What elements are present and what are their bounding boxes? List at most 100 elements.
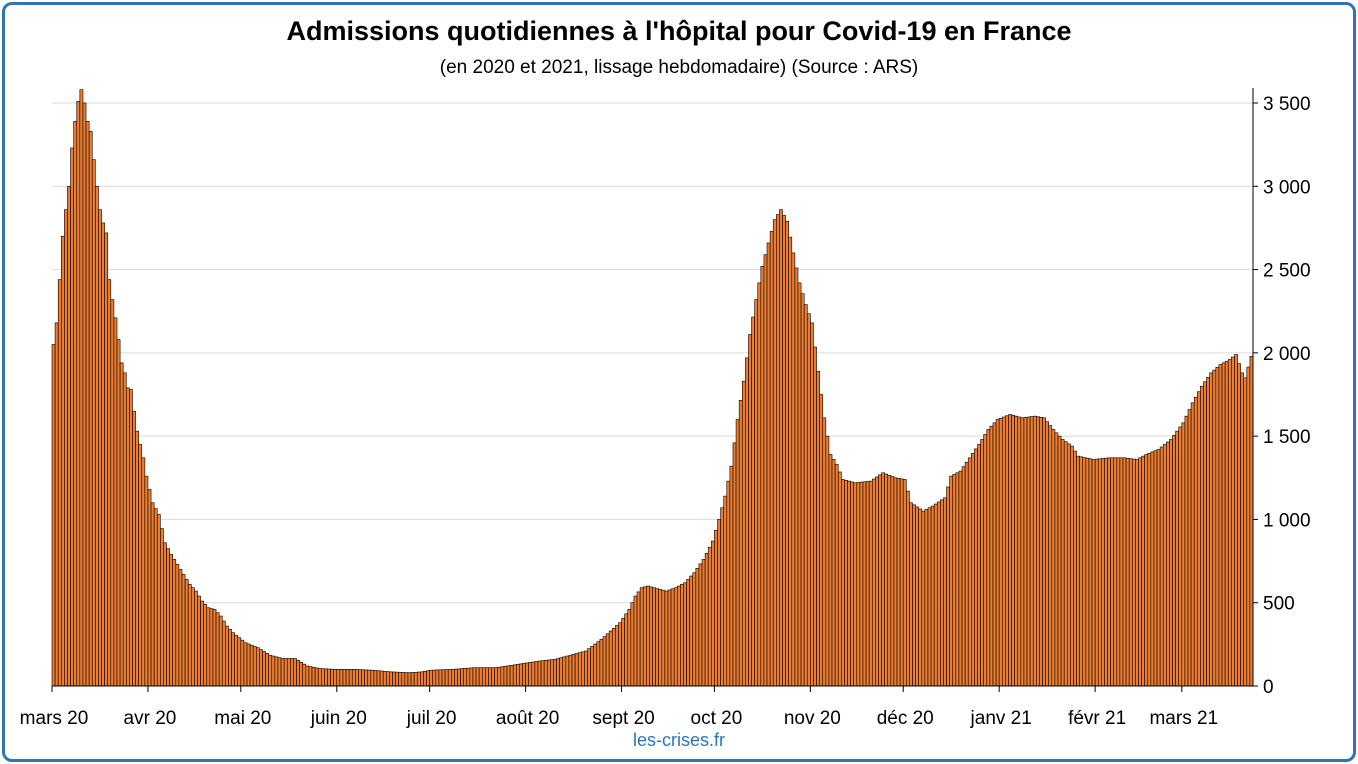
bar	[587, 648, 591, 687]
bar	[221, 620, 226, 687]
bar	[562, 656, 567, 687]
bar	[512, 664, 517, 687]
bar	[729, 465, 734, 687]
bar	[1076, 455, 1080, 687]
bar	[738, 400, 743, 687]
bar	[949, 475, 954, 687]
bar	[1107, 457, 1111, 687]
bar	[1054, 432, 1059, 687]
bar	[311, 666, 316, 687]
bar	[1070, 445, 1074, 687]
bar	[806, 313, 811, 687]
bar	[277, 657, 282, 687]
bar	[915, 506, 920, 687]
x-tick-label: févr 21	[1068, 708, 1126, 729]
bar	[85, 121, 90, 687]
bar	[841, 479, 845, 687]
bar	[754, 299, 759, 687]
bar	[293, 658, 297, 687]
bar	[184, 579, 189, 687]
bar	[735, 419, 740, 687]
bar	[225, 625, 229, 687]
bar	[469, 667, 474, 687]
bar	[1032, 415, 1037, 687]
bar	[364, 669, 369, 687]
bar	[608, 630, 613, 687]
bar	[732, 442, 737, 687]
bar	[995, 419, 1000, 687]
bar	[450, 669, 455, 687]
bar	[689, 575, 694, 687]
bar	[1209, 372, 1214, 687]
bar	[1122, 457, 1127, 687]
bar	[902, 479, 907, 687]
bar	[927, 507, 932, 687]
bar	[946, 486, 950, 687]
bar	[1023, 417, 1028, 687]
bar	[460, 668, 464, 687]
bar	[51, 344, 56, 687]
bar	[506, 665, 511, 687]
bar	[1113, 457, 1118, 687]
bar	[116, 339, 121, 687]
bar	[813, 346, 817, 687]
bar	[1029, 416, 1034, 687]
bar	[1153, 450, 1158, 687]
bar	[1091, 459, 1096, 687]
bar	[1212, 369, 1217, 687]
bar	[776, 214, 780, 687]
bar	[1172, 435, 1176, 687]
x-tick-label: juil 20	[406, 708, 457, 729]
bar	[1101, 458, 1105, 687]
bar	[757, 282, 762, 687]
bar	[890, 476, 895, 687]
bar	[1060, 439, 1065, 687]
bar	[416, 671, 421, 687]
bar	[373, 670, 378, 687]
bar	[296, 660, 300, 687]
bar	[537, 660, 542, 687]
bar	[720, 507, 724, 687]
bar	[107, 279, 112, 687]
bar	[828, 454, 833, 687]
bar	[711, 540, 715, 687]
bar	[355, 669, 359, 687]
bar	[144, 475, 149, 687]
bar	[1131, 458, 1136, 687]
bar	[865, 481, 870, 687]
bar	[871, 478, 876, 687]
x-tick-label: déc 20	[877, 708, 934, 729]
bar	[163, 542, 167, 687]
bar	[197, 595, 201, 687]
bar	[816, 370, 820, 687]
bar	[76, 101, 81, 687]
bar	[658, 589, 663, 687]
bar	[342, 669, 347, 687]
bar	[1039, 416, 1043, 687]
bar	[1169, 439, 1173, 687]
bar	[698, 563, 703, 687]
bar	[741, 380, 746, 687]
bar	[407, 672, 412, 687]
bar	[918, 508, 923, 687]
bar	[1234, 354, 1238, 687]
bar	[88, 131, 93, 687]
bar	[119, 362, 124, 687]
bar	[596, 641, 601, 687]
bar	[203, 604, 208, 687]
bar	[581, 651, 585, 687]
bar	[330, 668, 334, 687]
bar	[1181, 422, 1186, 687]
bar	[351, 669, 356, 687]
bar	[404, 672, 409, 687]
bar	[540, 660, 545, 687]
bar	[1135, 459, 1139, 687]
bar	[379, 670, 384, 687]
bar	[432, 669, 437, 687]
y-tick-label: 2 000	[1263, 344, 1311, 365]
bar	[788, 236, 793, 687]
bar	[534, 661, 539, 687]
bar	[695, 567, 700, 687]
bar-series	[51, 89, 1254, 687]
